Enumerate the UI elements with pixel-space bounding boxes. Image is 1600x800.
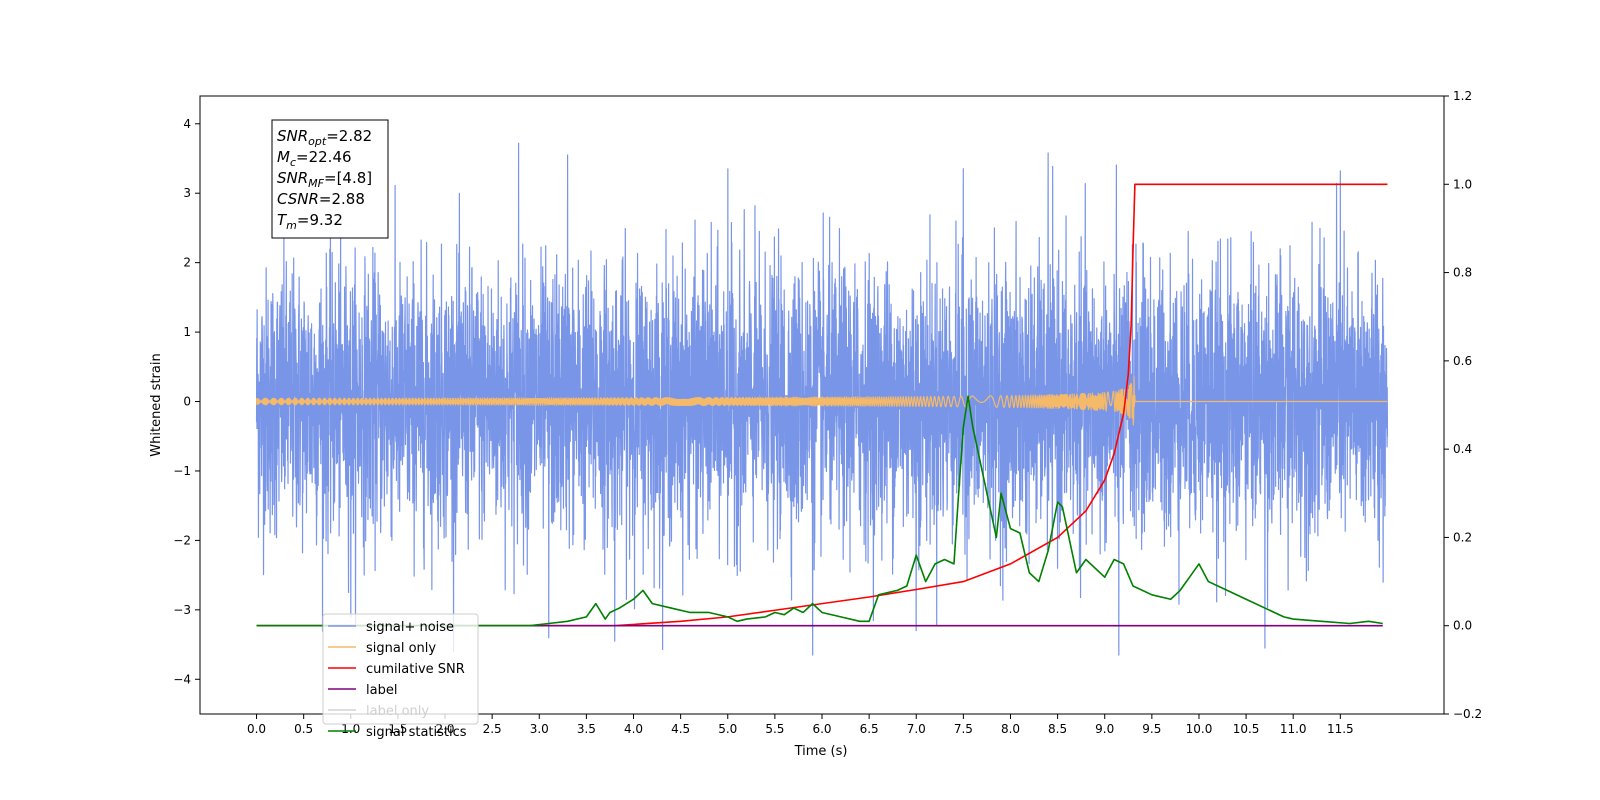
annotation-line: Tm=9.32 [277,211,343,232]
x-axis-label: Time (s) [794,744,848,759]
y2-tick-label: 0.4 [1453,442,1472,456]
y-tick-label: 4 [183,117,191,131]
y-axis-right: 1.2 1.0 0.8 0.6 0.4 0.2 0.0 −0.2 [1444,89,1482,721]
legend-box [322,613,479,725]
x-tick-label: 1.0 [341,722,360,736]
x-tick-label: 2.5 [483,722,502,736]
y2-tick-label: 0.2 [1453,530,1472,544]
annotation-line: SNRMF=[4.8] [277,169,372,190]
y2-tick-label: 1.0 [1453,177,1472,191]
x-tick-label: 5.5 [765,722,784,736]
x-tick-label: 6.5 [860,722,879,736]
x-tick-label: 11.0 [1280,722,1307,736]
x-tick-label: 8.5 [1048,722,1067,736]
annotation-line: Mc=22.46 [277,148,352,169]
x-tick-label: 3.0 [530,722,549,736]
y-tick-label: −4 [173,672,191,686]
series-signal-only [255,375,1388,426]
y-axis-label: Whitened strain [149,353,164,456]
x-tick-label: 7.0 [907,722,926,736]
x-tick-label: 5.0 [718,722,737,736]
x-tick-label: 0.0 [247,722,266,736]
annotation-line: CSNR=2.88 [277,190,365,208]
x-tick-label: 9.5 [1142,722,1161,736]
y-tick-label: 3 [183,186,191,200]
series-signal-noise [255,142,1389,656]
x-tick-label: 7.5 [954,722,973,736]
y2-tick-label: 0.0 [1453,619,1472,633]
y-tick-label: 1 [183,325,191,339]
x-axis: 0.0 0.5 1.0 1.5 2.0 2.5 3.0 3.5 4.0 4.5 5.0 5.5 6.0 6… [247,714,1354,736]
x-tick-label: 4.0 [624,722,643,736]
y-tick-label: −3 [173,603,191,617]
legend: signal+ noise signal only cumilative SNR la… [322,613,479,740]
y2-tick-label: 1.2 [1453,89,1472,103]
x-tick-label: 3.5 [577,722,596,736]
legend-label: label [366,683,397,698]
y-tick-label: −2 [173,533,191,547]
legend-label: label only [366,704,429,719]
y2-tick-label: 0.6 [1453,354,1472,368]
y2-tick-label: −0.2 [1453,707,1482,721]
x-tick-label: 10.5 [1233,722,1260,736]
x-tick-label: 8.0 [1001,722,1020,736]
annotation-box [271,119,389,239]
legend-label: signal+ noise [366,620,454,635]
x-tick-label: 1.5 [388,722,407,736]
legend-label: signal statistics [366,725,467,740]
y-tick-label: 2 [183,256,191,270]
legend-label: cumilative SNR [366,662,465,677]
x-tick-label: 9.0 [1095,722,1114,736]
legend-label: signal only [366,641,436,656]
x-tick-label: 6.0 [812,722,831,736]
y-tick-label: 0 [183,395,191,409]
x-tick-label: 11.5 [1327,722,1354,736]
series-signal-statistics [256,395,1383,627]
y2-tick-label: 0.8 [1453,266,1472,280]
y-tick-label: −1 [173,464,191,478]
x-tick-label: 4.5 [671,722,690,736]
series-cumilative-snr [256,183,1388,627]
x-tick-label: 0.5 [294,722,313,736]
x-tick-label: 2.0 [435,722,454,736]
y-axis-left: 4 3 2 1 0 −1 −2 −3 −4 [173,117,200,686]
annotation-line: SNRopt=2.82 [277,127,372,148]
x-tick-label: 10.0 [1186,722,1213,736]
